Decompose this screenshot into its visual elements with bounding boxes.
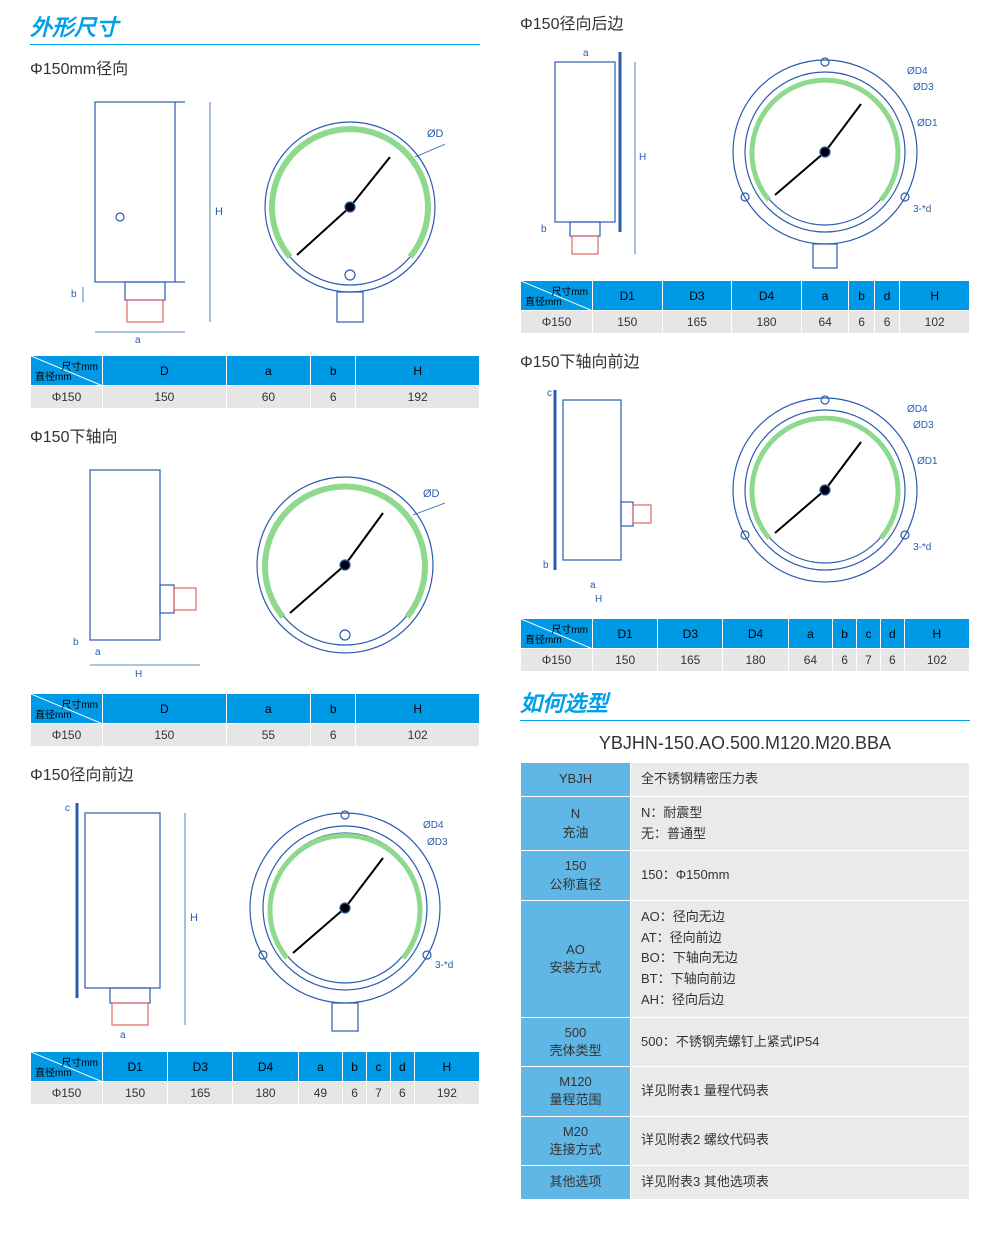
svg-text:ØD3: ØD3 bbox=[913, 82, 934, 93]
svg-text:ØD4: ØD4 bbox=[423, 820, 444, 831]
diagram-b: H a b ØD bbox=[30, 455, 480, 685]
svg-text:a: a bbox=[583, 48, 589, 59]
diagram-a: H a b ØD bbox=[30, 87, 480, 347]
svg-text:b: b bbox=[73, 637, 79, 648]
svg-text:3-*d: 3-*d bbox=[435, 960, 453, 971]
svg-text:ØD: ØD bbox=[423, 488, 440, 500]
svg-text:b: b bbox=[543, 560, 549, 571]
svg-text:H: H bbox=[135, 669, 142, 680]
svg-text:ØD1: ØD1 bbox=[917, 456, 938, 467]
diagram-c: c H a ØD4 ØD3 3-*d bbox=[30, 793, 480, 1043]
subtitle-a: Φ150mm径向 bbox=[30, 55, 480, 79]
selection-table: YBJH全不锈钢精密压力表 N充油N：耐震型无：普通型 150公称直径150：Φ… bbox=[520, 762, 970, 1200]
subtitle-c: Φ150径向前边 bbox=[30, 761, 480, 785]
diagram-d: a H b ØD4 ØD3 ØD1 3-*d bbox=[520, 42, 970, 272]
svg-text:H: H bbox=[595, 594, 602, 605]
table-e: 尺寸mm直径mm D1D3D4abcdH Φ150150165180646761… bbox=[520, 618, 970, 672]
sel-key: M120量程范围 bbox=[521, 1067, 631, 1116]
svg-text:3-*d: 3-*d bbox=[913, 542, 931, 553]
sel-key: AO安装方式 bbox=[521, 900, 631, 1017]
sel-key: N充油 bbox=[521, 796, 631, 851]
sel-key: YBJH bbox=[521, 763, 631, 797]
svg-text:b: b bbox=[71, 289, 77, 300]
svg-text:ØD: ØD bbox=[427, 128, 444, 140]
svg-text:ØD3: ØD3 bbox=[913, 420, 934, 431]
svg-text:c: c bbox=[547, 388, 552, 399]
svg-text:a: a bbox=[135, 335, 141, 346]
subtitle-e: Φ150下轴向前边 bbox=[520, 348, 970, 372]
svg-text:H: H bbox=[190, 912, 198, 924]
sel-key: M20连接方式 bbox=[521, 1116, 631, 1165]
section-dimensions: 外形尺寸 bbox=[30, 10, 480, 45]
svg-text:a: a bbox=[120, 1030, 126, 1041]
table-a: 尺寸mm直径mm DabH Φ150150606192 bbox=[30, 355, 480, 409]
model-code: YBJHN-150.AO.500.M120.M20.BBA bbox=[520, 733, 970, 754]
svg-text:ØD3: ØD3 bbox=[427, 837, 448, 848]
sel-key: 其他选项 bbox=[521, 1165, 631, 1199]
subtitle-d: Φ150径向后边 bbox=[520, 10, 970, 34]
svg-text:3-*d: 3-*d bbox=[913, 204, 931, 215]
diagram-e: c a H b ØD4 ØD3 ØD1 3-*d bbox=[520, 380, 970, 610]
svg-text:a: a bbox=[590, 580, 596, 591]
svg-text:ØD1: ØD1 bbox=[917, 118, 938, 129]
svg-text:H: H bbox=[639, 152, 646, 163]
svg-text:ØD4: ØD4 bbox=[907, 404, 928, 415]
table-d: 尺寸mm直径mm D1D3D4abdH Φ1501501651806466102 bbox=[520, 280, 970, 334]
table-c: 尺寸mm直径mm D1D3D4abcdH Φ150150165180496761… bbox=[30, 1051, 480, 1105]
svg-text:a: a bbox=[95, 647, 101, 658]
section-selection: 如何选型 bbox=[520, 686, 970, 721]
sel-key: 500壳体类型 bbox=[521, 1017, 631, 1066]
table-b: 尺寸mm直径mm DabH Φ150150556102 bbox=[30, 693, 480, 747]
subtitle-b: Φ150下轴向 bbox=[30, 423, 480, 447]
svg-text:ØD4: ØD4 bbox=[907, 66, 928, 77]
svg-text:c: c bbox=[65, 803, 70, 814]
svg-text:b: b bbox=[541, 224, 547, 235]
svg-text:H: H bbox=[215, 206, 223, 218]
sel-key: 150公称直径 bbox=[521, 851, 631, 900]
